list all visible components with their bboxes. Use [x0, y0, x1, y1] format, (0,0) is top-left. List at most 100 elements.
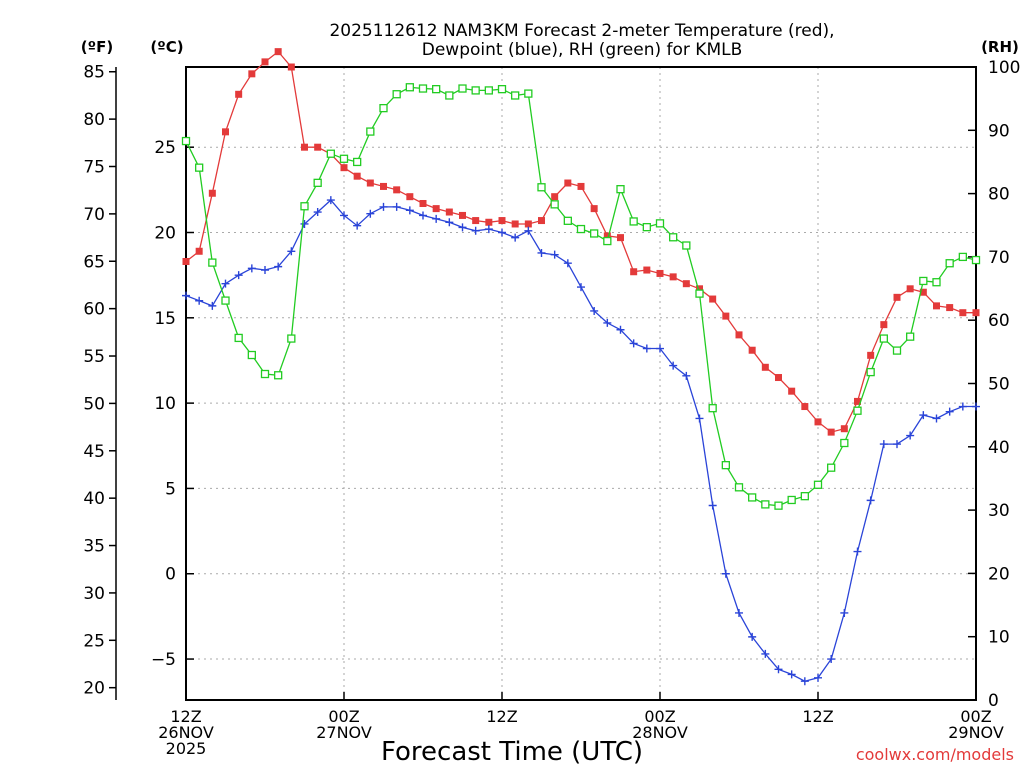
dewpoint-point — [537, 248, 546, 257]
dewpoint-point — [261, 266, 269, 275]
axis-ticks: −505101520252025303540455055606570758085… — [83, 58, 1020, 758]
dewpoint-point — [366, 209, 375, 218]
rh-point — [892, 346, 902, 355]
dewpoint-point — [563, 259, 572, 268]
dewpoint-point — [274, 262, 283, 271]
2-meter-temperature-point — [643, 266, 651, 274]
dewpoint-point — [814, 673, 822, 682]
rh-tick-label: 60 — [988, 311, 1010, 331]
x-axis-label: Forecast Time (UTC) — [381, 737, 643, 767]
celsius-tick-label: −5 — [151, 650, 176, 670]
dewpoint-point — [695, 414, 704, 423]
2-meter-temperature-point — [235, 90, 243, 98]
rh-point — [392, 90, 401, 99]
2-meter-temperature-point — [564, 179, 572, 187]
dewpoint-point — [879, 440, 888, 449]
2-meter-temperature-point — [261, 58, 269, 66]
rh-point — [971, 255, 981, 265]
dewpoint-point — [748, 632, 757, 641]
rh-point — [708, 404, 717, 413]
rh-point — [208, 258, 217, 267]
watermark: coolwx.com/models — [856, 745, 1014, 764]
dewpoint-point — [484, 225, 493, 234]
dewpoint-point — [919, 411, 928, 420]
2-meter-temperature-point — [380, 182, 387, 190]
2-meter-temperature-point — [933, 302, 940, 310]
fahrenheit-tick-label: 30 — [83, 584, 105, 604]
2-meter-temperature-point — [788, 387, 796, 395]
dewpoint-point — [221, 279, 230, 288]
dewpoint-point — [893, 440, 901, 449]
dewpoint-point — [511, 233, 520, 242]
dewpoint-point — [932, 414, 941, 423]
celsius-tick-label: 10 — [154, 394, 176, 414]
2-meter-temperature-point — [248, 70, 256, 78]
chart-title-line-2: Dewpoint (blue), RH (green) for KMLB — [422, 40, 743, 60]
fahrenheit-tick-label: 70 — [83, 205, 105, 225]
dewpoint-point — [379, 202, 388, 211]
x-tick-label: 2025 — [166, 739, 207, 758]
chart-title: 2025112612 NAM3KM Forecast 2-meter Tempe… — [329, 21, 834, 60]
dewpoint-point — [721, 569, 730, 578]
2-meter-temperature-point — [669, 273, 677, 281]
rh-point — [379, 103, 388, 113]
series-layer — [181, 48, 981, 686]
dewpoint-point — [326, 196, 335, 205]
rh-point — [576, 224, 586, 234]
x-tick-label: 00Z — [328, 707, 359, 726]
2-meter-temperature-point — [445, 208, 453, 216]
rh-tick-label: 100 — [988, 58, 1020, 78]
rh-point — [274, 371, 283, 380]
2-meter-temperature-point — [590, 205, 598, 213]
2-meter-temperature-point — [340, 164, 348, 172]
dewpoint-point — [577, 283, 585, 292]
dewpoint-point — [682, 371, 691, 380]
rh-point — [181, 136, 191, 146]
dewpoint-point — [247, 264, 256, 273]
dewpoint-line — [185, 199, 976, 682]
2-meter-temperature-point — [748, 346, 756, 354]
x-tick-label: 12Z — [170, 707, 201, 726]
rh-point — [734, 483, 744, 492]
2-meter-temperature-point — [775, 374, 782, 382]
dewpoint-point — [287, 247, 296, 256]
2-meter-temperature-point — [432, 205, 440, 213]
rh-point — [813, 480, 823, 489]
rh-point — [748, 493, 757, 502]
x-tick-label: 00Z — [960, 707, 991, 726]
dewpoint-point — [761, 649, 770, 658]
rh-tick-label: 30 — [988, 501, 1010, 521]
2-meter-temperature-point — [814, 418, 822, 426]
2-meter-temperature-point — [867, 351, 875, 359]
dewpoint-point — [616, 325, 625, 334]
dewpoint-point — [458, 223, 467, 232]
2-meter-temperature-point — [603, 232, 611, 240]
2-meter-temperature-point — [182, 258, 190, 266]
dewpoint-point — [787, 670, 796, 679]
rh-point — [695, 289, 704, 298]
2-meter-temperature-point — [617, 234, 624, 242]
fahrenheit-tick-label: 40 — [83, 489, 105, 509]
dewpoint-point — [840, 608, 849, 617]
x-tick-label: 26NOV — [158, 723, 214, 742]
2-meter-temperature-point — [972, 309, 980, 317]
rh-point — [853, 406, 862, 415]
rh-point — [458, 84, 467, 93]
rh-point — [958, 252, 967, 262]
rh-point — [260, 369, 270, 379]
rh-tick-label: 0 — [988, 691, 999, 711]
2-meter-temperature-point — [314, 143, 322, 151]
rh-point — [471, 86, 480, 95]
2-meter-temperature-point — [208, 189, 216, 197]
rh-point — [866, 367, 875, 377]
dewpoint-point — [669, 361, 678, 370]
dewpoint-point — [392, 202, 401, 211]
celsius-tick-label: 5 — [165, 479, 176, 499]
rh-point — [840, 438, 849, 448]
x-tick-label: 00Z — [644, 707, 675, 726]
dewpoint-point — [906, 431, 915, 440]
grid — [186, 67, 976, 700]
2-meter-temperature-point — [801, 403, 809, 411]
dewpoint-point — [313, 208, 322, 217]
